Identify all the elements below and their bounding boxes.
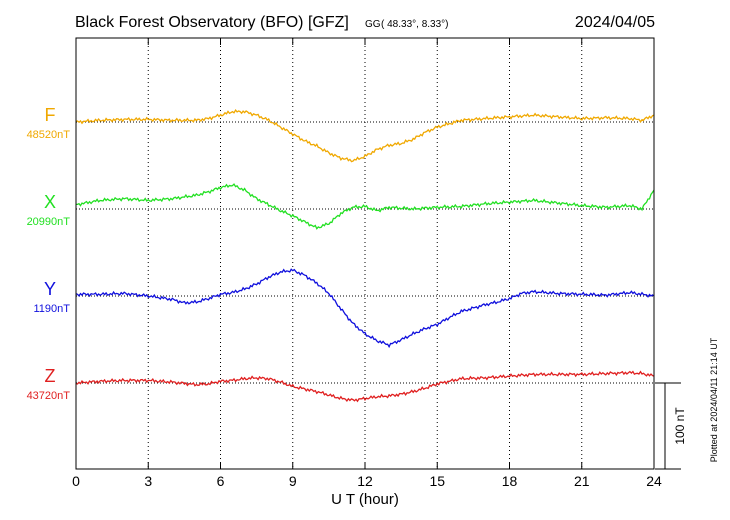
- station-coordinates: ( 48.33°, 8.33°): [381, 19, 448, 30]
- series-name-z: Z: [45, 366, 56, 386]
- series-line-y: [75, 268, 655, 349]
- plotted-at-note: Plotted at 2024/04/11 21:14 UT: [709, 337, 719, 462]
- x-tick-label: 12: [357, 473, 373, 489]
- x-tick-label: 24: [646, 473, 662, 489]
- series-baseline-label-f: 48520nT: [27, 129, 71, 141]
- series-lines: [75, 108, 655, 403]
- series-line-x: [76, 183, 655, 230]
- series-name-x: X: [44, 192, 56, 212]
- x-tick-label: 9: [289, 473, 297, 489]
- x-tick-label: 21: [574, 473, 590, 489]
- chart-title: Black Forest Observatory (BFO) [GFZ]: [75, 14, 349, 31]
- series-name-y: Y: [44, 279, 56, 299]
- series-baseline-label-z: 43720nT: [27, 390, 71, 402]
- x-tick-label: 18: [502, 473, 518, 489]
- series-baselines: [76, 121, 654, 384]
- x-axis-label: U T (hour): [331, 491, 399, 508]
- x-tick-label: 3: [144, 473, 152, 489]
- x-tick-label: 0: [72, 473, 80, 489]
- series-baseline-label-y: 1190nT: [34, 303, 71, 315]
- scale-bar: 100 nT: [655, 382, 687, 470]
- x-tick-label: 6: [217, 473, 225, 489]
- gridlines: [147, 38, 583, 469]
- x-ticks: 0 3 6 9 12 15 18 21 24: [72, 38, 662, 489]
- series-baseline-label-x: 20990nT: [27, 216, 71, 228]
- series-line-f: [75, 108, 655, 163]
- series-line-z: [75, 370, 655, 403]
- series-name-f: F: [45, 105, 56, 125]
- scale-bar-label: 100 nT: [673, 407, 687, 445]
- series-labels: F 48520nT X 20990nT Y 1190nT Z 43720nT: [27, 105, 71, 402]
- x-tick-label: 15: [429, 473, 445, 489]
- coords-prefix: GG: [365, 19, 381, 30]
- chart-date: 2024/04/05: [575, 14, 655, 31]
